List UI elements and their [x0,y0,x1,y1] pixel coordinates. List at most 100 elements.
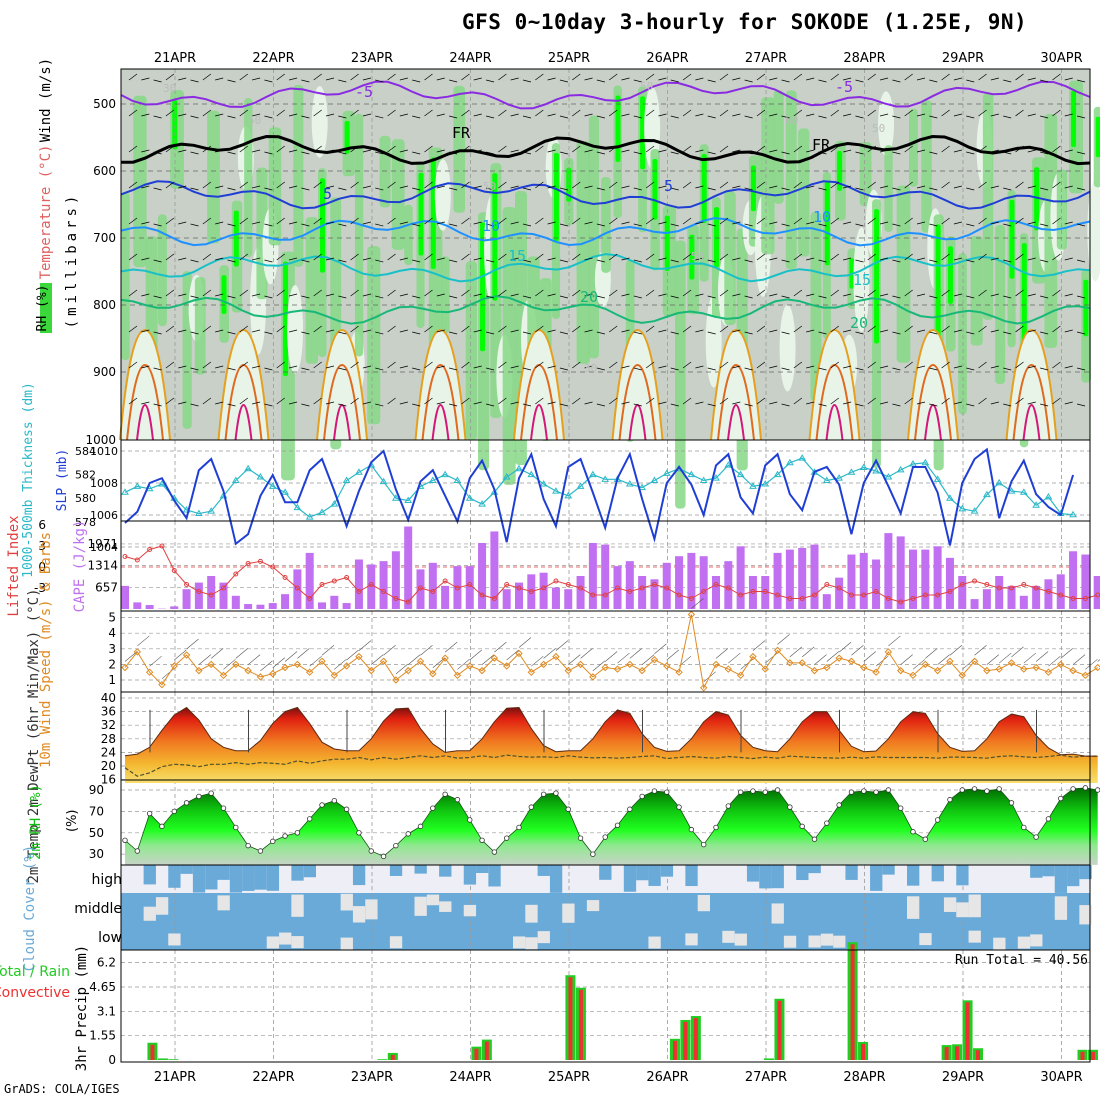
wind-barb [334,659,347,670]
wind-barb [252,257,261,261]
rh-point [565,806,571,812]
wind-barb [1015,361,1024,369]
wind-barb [153,259,162,263]
wind-speed-point [773,646,782,655]
wind-barb [633,367,642,371]
wind-barb [916,221,926,225]
wind-speed-point [379,657,388,665]
cape-bar [293,569,302,609]
wind-barb [178,185,187,189]
thickness-point [194,509,203,517]
wind-barb [990,329,999,333]
wind-barb [843,401,852,405]
rh-contour-fill [268,127,282,246]
wind-barb [178,329,187,333]
wind-barb [1003,259,1012,263]
wind-speed-point [281,663,289,672]
wind-barb [535,361,544,369]
wind-barb [350,109,359,117]
wind-barb [608,325,618,333]
wind-barb [461,145,470,153]
rh-tick: 90 [89,783,104,797]
wind-barb [572,181,581,189]
rh-contour-fill [441,256,450,334]
wind-speed-point [182,651,191,659]
wind-barb [765,652,778,664]
rh-point [331,798,338,804]
wind-barb [153,331,162,335]
thickness-point [638,483,647,491]
thickness-point [391,494,400,501]
cape-bar [982,589,991,609]
wind-speed-point [589,673,597,681]
wind-barb [399,77,408,81]
wind-barb [781,367,790,371]
wind-barb [387,289,396,297]
rh-contour-fill [145,236,158,359]
wind-barb [904,325,913,333]
wind-barb [608,253,618,261]
wind-barb [707,295,716,299]
wind-barb [707,151,716,155]
cloud-mid-cell [414,896,427,916]
wind-barb [469,649,482,661]
precip-tick: 3.1 [97,1004,116,1018]
wind-barb [264,115,273,119]
wind-speed-point [416,657,425,665]
rh-contour-fill [947,246,953,304]
wind-barb [510,329,519,333]
thickness-point [231,476,240,483]
wind-barb [855,403,864,407]
wind-barb [252,293,261,297]
wind-barb [695,149,704,153]
wind-barb [867,181,876,189]
lifted-index-point [541,585,547,591]
wind-barb [485,295,495,299]
cape-bar [785,549,794,609]
wind-barb [165,109,175,117]
wind-barb [682,361,692,369]
cape-bar [305,552,314,609]
wind-barb [288,257,298,261]
wind-barb [186,638,199,650]
cape-bar [465,566,474,609]
wind-barb [461,217,470,225]
wind-barb [855,259,864,263]
wind-barb [309,655,322,667]
wind-barb [781,259,790,263]
wind-barb [399,365,408,369]
wind-barb [276,325,285,333]
precip-bar [168,1059,179,1060]
panel-frames [120,68,1091,1063]
cloud-low-cell [734,933,747,946]
wind-barb [313,109,322,117]
thickness-tick: 578 [75,516,96,529]
wind-barb [781,403,790,407]
wind-barb [1015,397,1024,405]
rh-point [725,803,732,809]
lifted-index-point [725,585,731,591]
rh-contour-fill [418,172,424,256]
wind-barb [830,289,840,297]
lifted-index-point [233,571,239,577]
cloud-mid-cell [697,894,710,912]
wind-barb [141,221,150,225]
wind-barb [338,331,347,335]
slp-tick: 1010 [90,445,118,458]
lifted-index-point [812,592,817,598]
wind-barb [621,221,630,225]
wind-barb [998,652,1012,664]
wind-barb [128,289,138,297]
wind-barb [202,145,212,153]
wind-barb [732,77,741,81]
wind-barb [990,185,999,189]
wind-barb [1076,115,1086,119]
rh-point [356,830,362,836]
wind-barb [941,253,950,261]
wind-speed-point [527,668,536,676]
wind-barb [707,223,716,227]
date-label-top: 21APR [154,51,196,66]
rh-contour-fill [311,86,328,158]
wind-barb [1003,403,1012,407]
contour-label: 30 [584,362,597,375]
